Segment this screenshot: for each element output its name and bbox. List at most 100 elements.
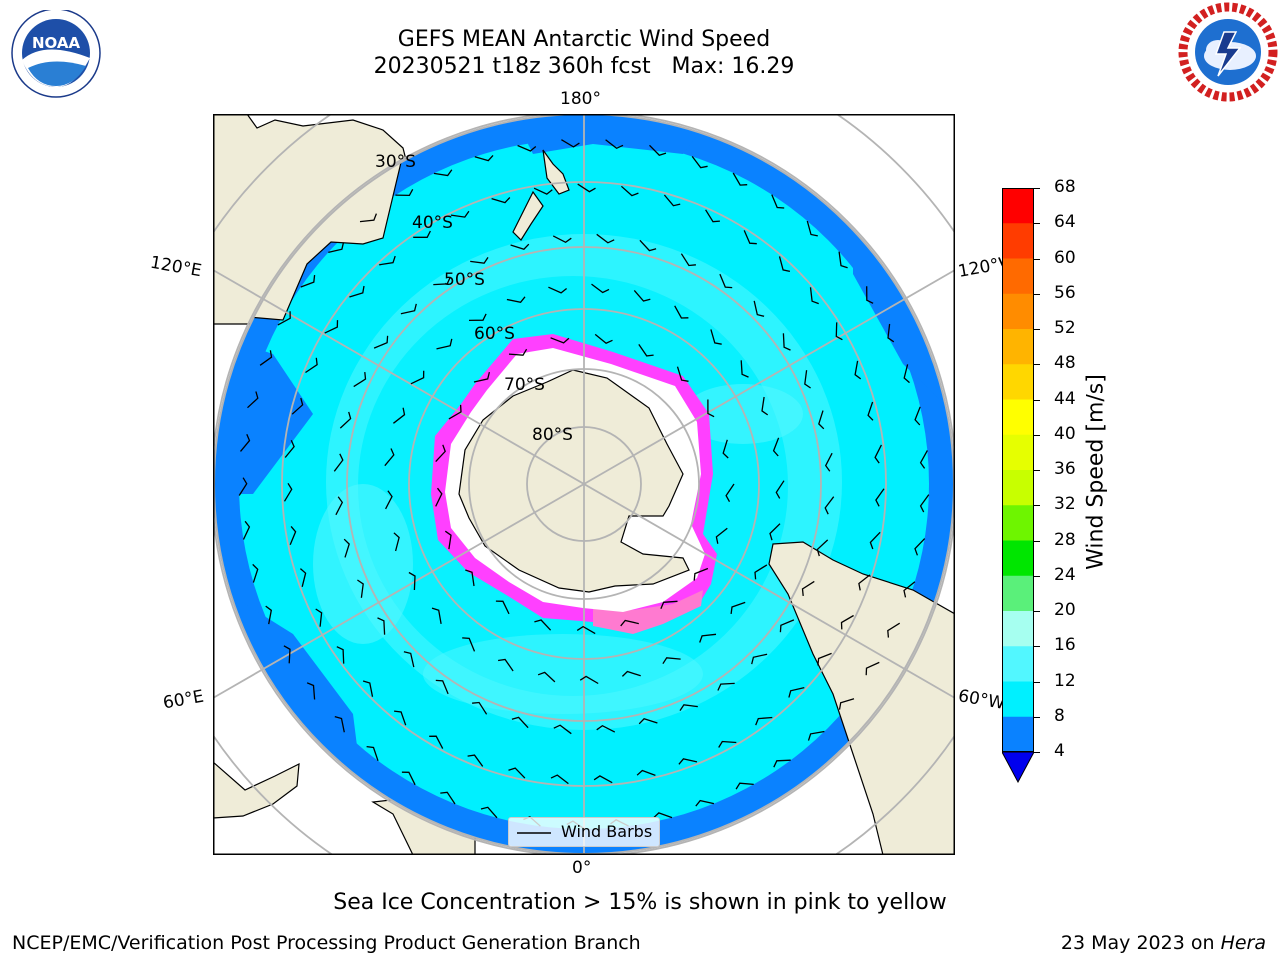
wind-barb: [596, 233, 615, 244]
wind-barb: [887, 622, 901, 638]
wind-barb: [238, 477, 248, 496]
wind-barb: [679, 704, 698, 711]
colorbar-segment: [1002, 575, 1034, 612]
colorbar-tick: [1034, 329, 1040, 330]
colorbar-tick: [1034, 223, 1040, 225]
wind-barb: [379, 255, 396, 266]
wind-barb: [761, 396, 769, 416]
footer-date-text: 23 May 2023 on: [1060, 932, 1221, 954]
wind-barb: [730, 601, 746, 614]
colorbar-tick: [1034, 752, 1040, 753]
wind-barb: [508, 348, 528, 356]
wind-barb: [710, 329, 722, 345]
legend-wind-barbs-label: Wind Barbs: [561, 822, 653, 841]
wind-barb: [242, 520, 251, 540]
wind-barb: [751, 653, 768, 665]
wind-barb: [816, 539, 829, 557]
colorbar-tick: [1034, 434, 1040, 436]
colorbar-tick-label: 48: [1054, 353, 1076, 374]
wind-barb: [639, 239, 657, 252]
footer-date: 23 May 2023 on Hera: [1061, 932, 1266, 954]
wind-barb: [508, 767, 526, 779]
wind-barb: [662, 657, 681, 665]
wind-barb: [775, 480, 785, 499]
wind-barb: [403, 651, 415, 668]
wind-barb: [433, 169, 453, 177]
wind-barb: [408, 571, 416, 591]
wind-barb: [465, 569, 475, 587]
colorbar-tick-label: 32: [1054, 494, 1076, 515]
wind-barb: [450, 210, 470, 218]
colorbar-segment: [1002, 188, 1034, 224]
wind-barb: [517, 144, 537, 152]
wind-barb: [533, 187, 553, 195]
wind-barb: [838, 698, 855, 710]
wind-barb: [638, 344, 654, 357]
wind-barb: [435, 679, 449, 695]
wind-barb: [283, 645, 291, 664]
colorbar-tick: [1034, 575, 1040, 577]
wind-barb: [663, 194, 681, 207]
wind-barb: [817, 652, 832, 666]
colorbar-segment: [1002, 364, 1034, 400]
wind-barb: [491, 197, 511, 204]
wind-barb: [289, 525, 297, 545]
wind-barb: [678, 758, 698, 765]
lat-label-50s: 50°S: [444, 270, 485, 290]
colorbar-segment: [1002, 399, 1034, 436]
wind-barb: [265, 605, 273, 625]
wind-barb: [440, 791, 456, 805]
wind-barb: [431, 607, 442, 625]
wind-barb: [753, 300, 765, 317]
colorbar-segment: [1002, 258, 1034, 295]
wind-barb: [633, 289, 651, 302]
wind-barb: [511, 716, 529, 729]
wind-barb: [444, 530, 452, 550]
wind-barb: [373, 335, 389, 349]
colorbar-segment: [1002, 293, 1034, 330]
wind-barb: [875, 488, 885, 507]
wind-barb: [809, 287, 819, 305]
wind-barb: [394, 710, 407, 726]
wind-barb: [807, 730, 825, 741]
wind-barb: [693, 567, 709, 581]
wind-barb: [410, 370, 425, 385]
wind-barb: [240, 433, 251, 452]
colorbar-tick: [1034, 505, 1040, 507]
colorbar-tick-label: 12: [1054, 670, 1076, 691]
wind-barb: [735, 782, 754, 790]
wind-barb: [552, 235, 572, 244]
wind-barb: [576, 625, 596, 635]
wind-barb: [362, 680, 374, 697]
wind-barb: [377, 617, 386, 635]
wind-barb: [474, 154, 494, 162]
wind-barb: [620, 619, 639, 627]
colorbar-tick: [1034, 188, 1040, 189]
wind-barb: [919, 450, 928, 469]
wind-barb: [680, 253, 696, 267]
wind-barb: [722, 439, 729, 459]
wind-barb: [495, 600, 510, 615]
wind-barb: [537, 671, 556, 683]
colorbar-label: Wind Speed [m/s]: [1083, 374, 1109, 570]
wind-barb: [779, 619, 795, 633]
colorbar-tick: [1034, 258, 1040, 260]
colorbar: [1001, 188, 1035, 784]
wind-barb: [473, 371, 491, 383]
wind-barb: [506, 296, 526, 304]
wind-barb: [259, 350, 273, 366]
colorbar-segment: [1002, 434, 1034, 471]
wind-barb: [498, 658, 514, 672]
wind-barb: [914, 406, 921, 426]
lat-label-60s: 60°S: [474, 324, 515, 344]
lon-label-180: 180°: [560, 89, 601, 109]
wind-barb: [247, 391, 259, 409]
wind-barb: [435, 444, 446, 463]
wind-barb: [769, 523, 781, 541]
wind-barb: [824, 496, 835, 515]
wind-barb: [594, 333, 613, 344]
colorbar-segment: [1002, 611, 1034, 647]
wind-barb: [754, 564, 768, 580]
footer-branch: NCEP/EMC/Verification Post Processing Pr…: [12, 932, 641, 954]
footer-machine: Hera: [1220, 932, 1266, 954]
